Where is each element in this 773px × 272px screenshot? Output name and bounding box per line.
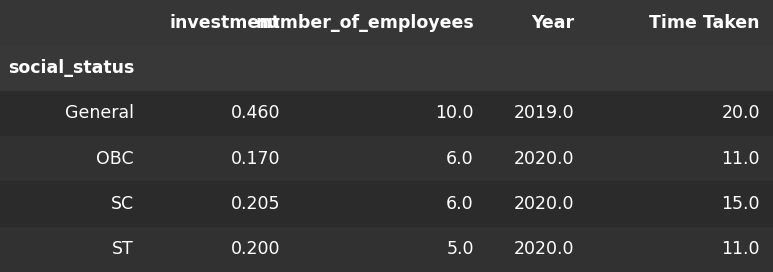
Text: 6.0: 6.0 — [446, 195, 474, 213]
Text: 2020.0: 2020.0 — [514, 240, 574, 258]
Text: 0.460: 0.460 — [231, 104, 281, 122]
Bar — [0, 45, 773, 91]
Bar — [0, 136, 773, 181]
Text: OBC: OBC — [96, 150, 134, 168]
Text: SC: SC — [111, 195, 134, 213]
Text: 11.0: 11.0 — [721, 150, 760, 168]
Text: 2020.0: 2020.0 — [514, 195, 574, 213]
Text: 20.0: 20.0 — [721, 104, 760, 122]
Text: 0.200: 0.200 — [231, 240, 281, 258]
Text: 10.0: 10.0 — [435, 104, 474, 122]
Text: 2019.0: 2019.0 — [514, 104, 574, 122]
Text: Time Taken: Time Taken — [649, 14, 760, 32]
Text: 2020.0: 2020.0 — [514, 150, 574, 168]
Bar — [0, 0, 773, 45]
Text: Year: Year — [531, 14, 574, 32]
Text: ST: ST — [112, 240, 134, 258]
Text: 0.170: 0.170 — [231, 150, 281, 168]
Text: 5.0: 5.0 — [446, 240, 474, 258]
Text: 15.0: 15.0 — [721, 195, 760, 213]
Text: number_of_employees: number_of_employees — [255, 14, 474, 32]
Text: social_status: social_status — [8, 59, 134, 77]
Text: investment: investment — [170, 14, 281, 32]
Bar — [0, 91, 773, 136]
Text: 0.205: 0.205 — [231, 195, 281, 213]
Text: 11.0: 11.0 — [721, 240, 760, 258]
Text: 6.0: 6.0 — [446, 150, 474, 168]
Bar — [0, 227, 773, 272]
Bar — [0, 181, 773, 227]
Text: General: General — [65, 104, 134, 122]
